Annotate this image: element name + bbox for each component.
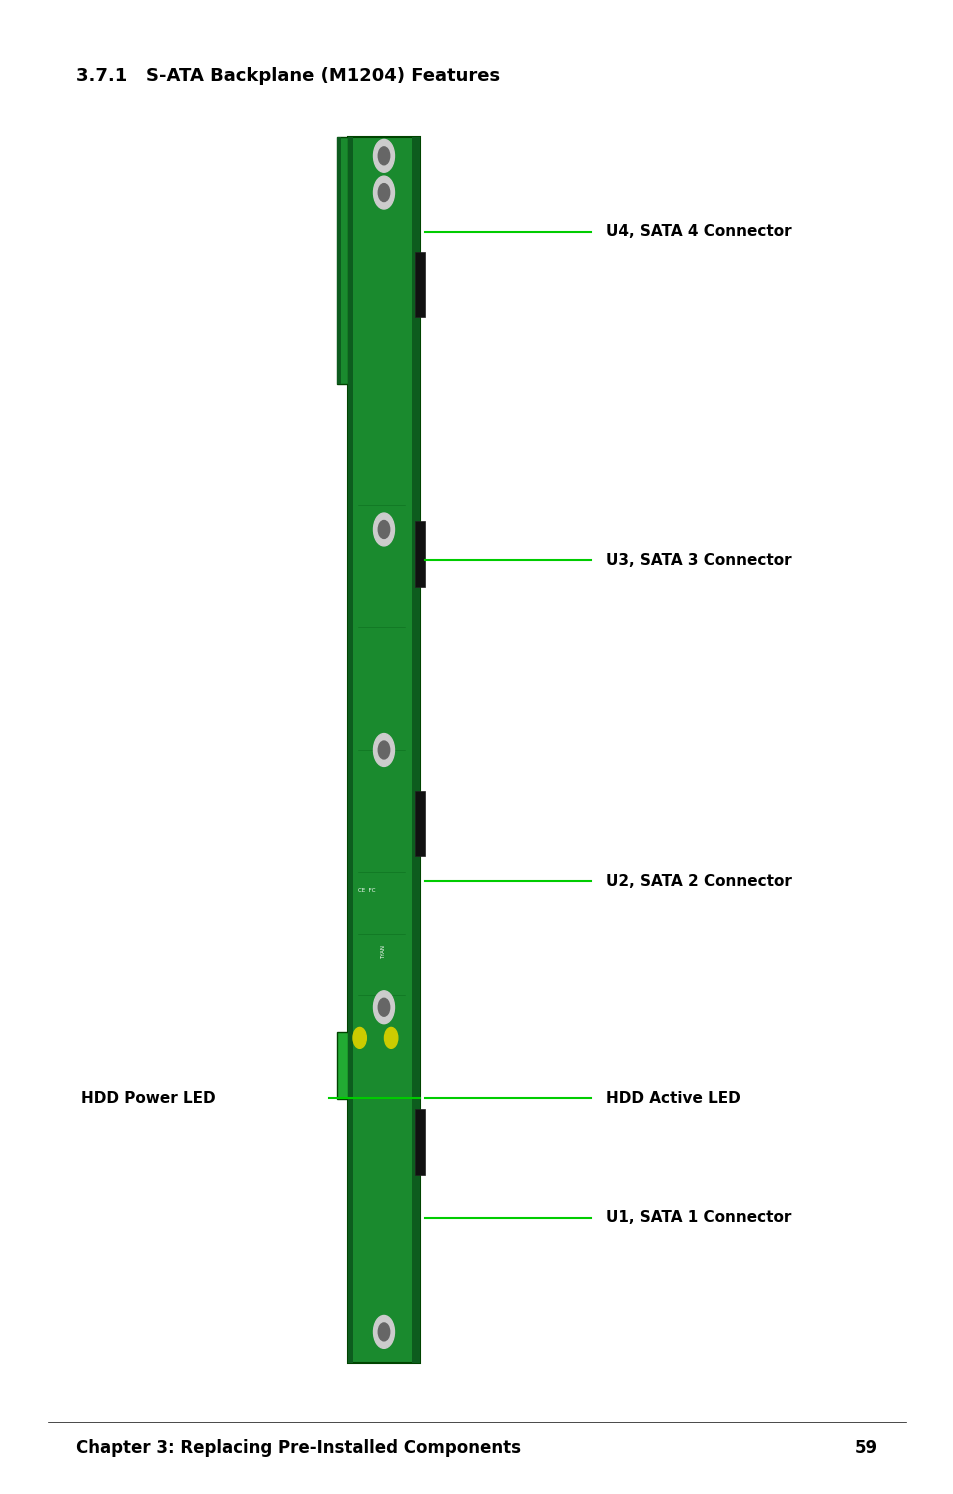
Text: HDD Power LED: HDD Power LED xyxy=(81,1091,215,1106)
Text: U3, SATA 3 Connector: U3, SATA 3 Connector xyxy=(605,553,791,568)
Text: 3.7.1   S-ATA Backplane (M1204) Features: 3.7.1 S-ATA Backplane (M1204) Features xyxy=(76,67,500,85)
Circle shape xyxy=(373,512,394,545)
Text: Chapter 3: Replacing Pre-Installed Components: Chapter 3: Replacing Pre-Installed Compo… xyxy=(76,1439,520,1457)
Text: TYAN: TYAN xyxy=(381,946,386,959)
Text: U2, SATA 2 Connector: U2, SATA 2 Connector xyxy=(605,874,791,889)
Circle shape xyxy=(373,991,394,1023)
Text: CE  FC: CE FC xyxy=(357,889,375,893)
Bar xyxy=(336,1032,348,1100)
Circle shape xyxy=(377,184,389,202)
Circle shape xyxy=(377,146,389,164)
Text: 59: 59 xyxy=(854,1439,877,1457)
Bar xyxy=(415,1109,425,1174)
Text: U4, SATA 4 Connector: U4, SATA 4 Connector xyxy=(605,224,791,239)
Bar xyxy=(412,137,419,1363)
Circle shape xyxy=(377,520,389,538)
Bar xyxy=(348,137,353,1363)
Circle shape xyxy=(373,1316,394,1349)
Circle shape xyxy=(377,998,389,1016)
Bar xyxy=(415,790,425,856)
Circle shape xyxy=(373,139,394,172)
Circle shape xyxy=(373,734,394,766)
Circle shape xyxy=(377,1324,389,1342)
Bar xyxy=(336,137,340,384)
Bar xyxy=(415,521,425,587)
Text: HDD Active LED: HDD Active LED xyxy=(605,1091,740,1106)
Circle shape xyxy=(353,1028,366,1049)
Circle shape xyxy=(373,176,394,209)
Bar xyxy=(415,251,425,317)
Circle shape xyxy=(377,741,389,759)
Bar xyxy=(336,137,348,384)
Bar xyxy=(348,137,419,1363)
Circle shape xyxy=(384,1028,397,1049)
Text: U1, SATA 1 Connector: U1, SATA 1 Connector xyxy=(605,1210,790,1225)
